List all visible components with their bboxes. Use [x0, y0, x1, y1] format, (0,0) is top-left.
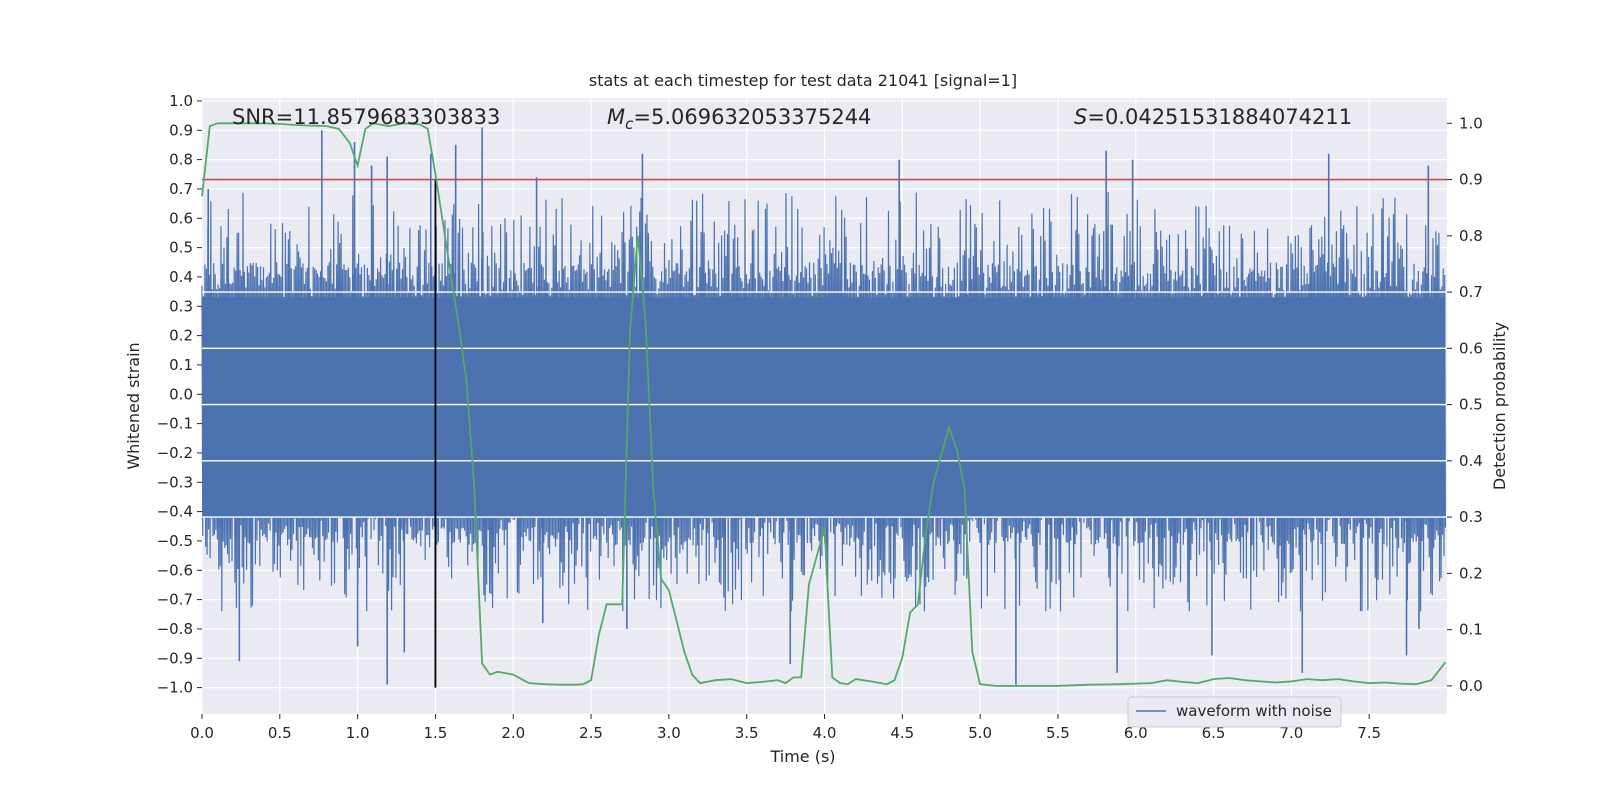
x-tick-label: 0.0: [190, 724, 214, 742]
waveform-series: [201, 127, 1447, 685]
y-right-tick-label: 0.4: [1459, 452, 1483, 470]
y-right-tick-label: 0.2: [1459, 564, 1483, 582]
x-tick-label: 2.0: [501, 724, 525, 742]
y-right-tick-label: 0.8: [1459, 227, 1483, 245]
y-right-tick-label: 0.3: [1459, 508, 1483, 526]
mc-value: =5.069632053375244: [633, 105, 871, 129]
s-annotation: S=0.04251531884074211: [1074, 105, 1352, 129]
s-symbol: S: [1074, 105, 1087, 129]
s-value: =0.04251531884074211: [1087, 105, 1352, 129]
y-left-tick-label: −0.2: [157, 444, 193, 462]
x-tick-label: 7.5: [1357, 724, 1381, 742]
probability-series: [201, 122, 1447, 687]
y-right-tick-label: 0.6: [1459, 339, 1483, 357]
mc-subscript: c: [625, 115, 634, 133]
x-tick-label: 1.0: [346, 724, 370, 742]
y-left-tick-label: −0.7: [157, 591, 193, 609]
mc-symbol: M: [607, 105, 625, 129]
y-left-tick-label: 0.6: [169, 209, 193, 227]
y-axis-left-label: Whitened strain: [124, 342, 143, 469]
x-tick-label: 6.0: [1124, 724, 1148, 742]
x-tick-label: 1.5: [424, 724, 448, 742]
chart-title: stats at each timestep for test data 210…: [589, 71, 1017, 90]
y-left-tick-label: 0.3: [169, 297, 193, 315]
y-axis-right-label: Detection probability: [1490, 322, 1509, 490]
legend-box: [1127, 696, 1342, 728]
y-right-tick-label: 0.1: [1459, 621, 1483, 639]
y-left-tick-label: 0.9: [169, 121, 193, 139]
x-tick-label: 4.5: [890, 724, 914, 742]
y-left-tick-label: 0.0: [169, 385, 193, 403]
y-right-tick-label: 0.5: [1459, 396, 1483, 414]
y-left-tick-label: −0.8: [157, 620, 193, 638]
x-tick-label: 3.5: [735, 724, 759, 742]
y-right-tick-label: 0.9: [1459, 171, 1483, 189]
detection-probability-line: [201, 122, 1447, 687]
y-right-tick-label: 0.0: [1459, 677, 1483, 695]
x-axis-label: Time (s): [769, 747, 835, 766]
snr-annotation: SNR=11.8579683303833: [232, 105, 500, 129]
y-left-tick-label: 0.8: [169, 151, 193, 169]
y-left-tick-label: 0.4: [169, 268, 193, 286]
y-left-tick-label: 0.7: [169, 180, 193, 198]
x-axis-ticks: 0.0 0.5 1.0 1.5 2.0 2.5 3.0 3.5 4.0 4.5 5.0 5.5 6.0 6…: [190, 714, 1381, 742]
y-left-tick-label: −1.0: [157, 679, 193, 697]
y-left-tick-label: 0.1: [169, 356, 193, 374]
x-tick-label: 6.5: [1202, 724, 1226, 742]
y-left-tick-label: −0.5: [157, 532, 193, 550]
legend: waveform with noise: [1127, 696, 1342, 728]
y-right-tick-label: 0.7: [1459, 283, 1483, 301]
y-left-tick-label: −0.4: [157, 503, 193, 521]
waveform-core-band: [202, 297, 1446, 518]
y-left-tick-label: −0.1: [157, 415, 193, 433]
y-left-tick-label: 0.5: [169, 239, 193, 257]
x-tick-label: 4.0: [813, 724, 837, 742]
x-tick-label: 3.0: [657, 724, 681, 742]
overlay-lines: [202, 178, 1447, 688]
y-right-tick-label: 1.0: [1459, 114, 1483, 132]
left-axis-ticks: 1.0 0.9 0.8 0.7 0.6 0.5 0.4 0.3 0.2 0.1 0.0 −0.1 −0.…: [157, 92, 202, 697]
y-left-tick-label: 1.0: [169, 92, 193, 110]
x-tick-label: 0.5: [268, 724, 292, 742]
legend-label-waveform: waveform with noise: [1176, 702, 1332, 720]
mc-annotation: Mc=5.069632053375244: [607, 105, 871, 133]
x-tick-label: 5.5: [1046, 724, 1070, 742]
x-tick-label: 7.0: [1279, 724, 1303, 742]
y-left-tick-label: 0.2: [169, 327, 193, 345]
y-left-tick-label: −0.3: [157, 473, 193, 491]
right-axis-ticks: 1.0 0.9 0.8 0.7 0.6 0.5 0.4 0.3 0.2 0.1 0.0: [1447, 114, 1483, 695]
y-left-tick-label: −0.9: [157, 649, 193, 667]
x-tick-label: 2.5: [579, 724, 603, 742]
x-tick-label: 5.0: [968, 724, 992, 742]
y-left-tick-label: −0.6: [157, 561, 193, 579]
